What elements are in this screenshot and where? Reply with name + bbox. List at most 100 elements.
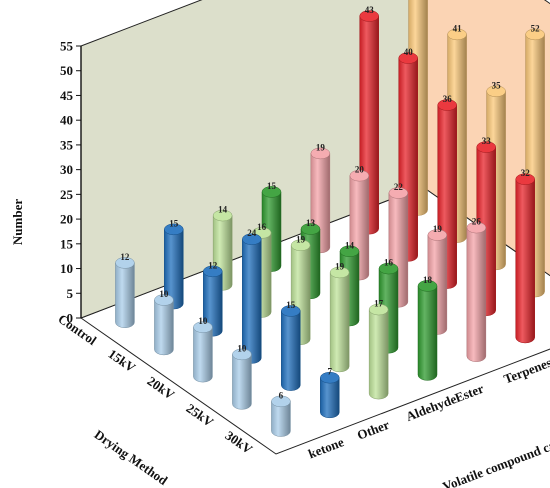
bar-value-label: 22 (394, 182, 404, 192)
bar-top (193, 321, 213, 333)
bar-body (193, 326, 213, 383)
bar-body (154, 299, 174, 356)
bar-value-label: 13 (306, 218, 316, 228)
bar-cylinder: 7 (320, 367, 340, 419)
bar-value-label: 6 (279, 390, 284, 400)
bar-top (300, 223, 321, 235)
bar-top (378, 262, 399, 275)
bar-top (388, 187, 409, 199)
z-tick-label: 50 (60, 63, 73, 78)
bar-value-label: 7 (328, 367, 333, 377)
bars: 4941355245434036333219202219261513141618… (115, 0, 545, 437)
z-tick-label: 40 (60, 113, 73, 128)
bar-top (212, 209, 233, 222)
bar-value-label: 16 (257, 222, 267, 232)
bar-body (271, 401, 291, 437)
bar-cylinder: 10 (232, 343, 252, 410)
bar-top (232, 348, 252, 361)
bar-value-label: 52 (531, 23, 541, 33)
bar-top (437, 99, 457, 111)
bar-body (329, 272, 350, 373)
bar-top (261, 186, 282, 198)
bar-cylinder: 6 (271, 390, 291, 437)
bar-cylinder: 18 (417, 275, 438, 381)
bar-value-label: 19 (316, 142, 326, 152)
bar-top (242, 233, 262, 245)
bar-value-label: 43 (365, 5, 375, 15)
bar-value-label: 26 (472, 217, 482, 227)
bar-value-label: 10 (198, 316, 208, 326)
z-tick-label: 5 (67, 286, 74, 301)
bar-value-label: 10 (237, 343, 247, 353)
bar-cylinder: 26 (466, 217, 487, 362)
z-axis-title: Number (10, 199, 25, 245)
bar-top (339, 245, 360, 258)
bar-cylinder: 15 (164, 218, 184, 310)
bar-top (525, 28, 545, 41)
bar-top (486, 85, 506, 98)
bar-top (368, 303, 389, 316)
bar-top (115, 257, 135, 269)
bar-value-label: 36 (443, 94, 453, 104)
z-tick-label: 10 (60, 261, 73, 276)
bar-cylinder: 19 (329, 261, 350, 373)
z-tick-label: 20 (60, 212, 73, 227)
bar-cylinder: 17 (368, 299, 389, 400)
bar-body (320, 377, 340, 419)
bar-value-label: 10 (159, 289, 169, 299)
bar-value-label: 19 (335, 261, 345, 271)
bar-value-label: 15 (267, 181, 277, 191)
bar-top (271, 395, 291, 408)
bar-cylinder: 12 (203, 260, 223, 337)
bar-body (281, 310, 301, 391)
bar-value-label: 19 (296, 234, 306, 244)
bar-top (466, 221, 487, 234)
bar-value-label: 35 (492, 80, 502, 90)
bar-value-label: 40 (404, 47, 414, 57)
bar-cylinder: 10 (154, 289, 174, 356)
bar-value-label: 15 (286, 300, 296, 310)
bar-top (203, 265, 223, 278)
bar-value-label: 19 (433, 224, 443, 234)
bar-cylinder: 15 (281, 300, 301, 391)
bar-top (281, 305, 301, 317)
bar-value-label: 41 (453, 23, 463, 33)
z-axis: 0 5 10 15 20 25 30 35 40 45 50 55 (60, 39, 82, 326)
bar-value-label: 14 (218, 205, 228, 215)
bar-top (359, 10, 379, 22)
bar-cylinder: 10 (193, 316, 213, 383)
bar-top (290, 239, 311, 252)
bar-value-label: 16 (384, 258, 394, 268)
bar-cylinder: 12 (115, 252, 135, 328)
bar-value-label: 17 (374, 299, 384, 309)
z-tick-label: 35 (60, 137, 74, 152)
bar-top (329, 266, 350, 279)
bar-body (115, 262, 135, 328)
bar-top (515, 173, 535, 185)
z-tick-label: 15 (60, 236, 74, 251)
bar-value-label: 18 (423, 275, 433, 285)
z-tick-label: 45 (60, 88, 74, 103)
bar-top (164, 223, 184, 236)
bar-value-label: 20 (355, 165, 365, 175)
bar-cylinder: 24 (242, 228, 262, 364)
z-tick-label: 25 (60, 187, 74, 202)
bar-body (466, 227, 487, 362)
bar-top (417, 280, 438, 292)
bar-body (368, 309, 389, 400)
bar-top (476, 141, 496, 153)
bar-top (427, 229, 448, 241)
bar-top (398, 52, 418, 64)
bar-value-label: 12 (120, 252, 130, 262)
bar-top (447, 28, 467, 41)
bar-value-label: 32 (521, 168, 531, 178)
bar-body (232, 354, 252, 410)
z-tick-label: 30 (60, 162, 73, 177)
bar-body (515, 178, 535, 344)
bar-top (349, 169, 370, 182)
bar-value-label: 24 (247, 228, 257, 238)
z-tick-label: 0 (67, 311, 74, 326)
bar-value-label: 33 (482, 136, 492, 146)
bar-body (417, 285, 438, 381)
